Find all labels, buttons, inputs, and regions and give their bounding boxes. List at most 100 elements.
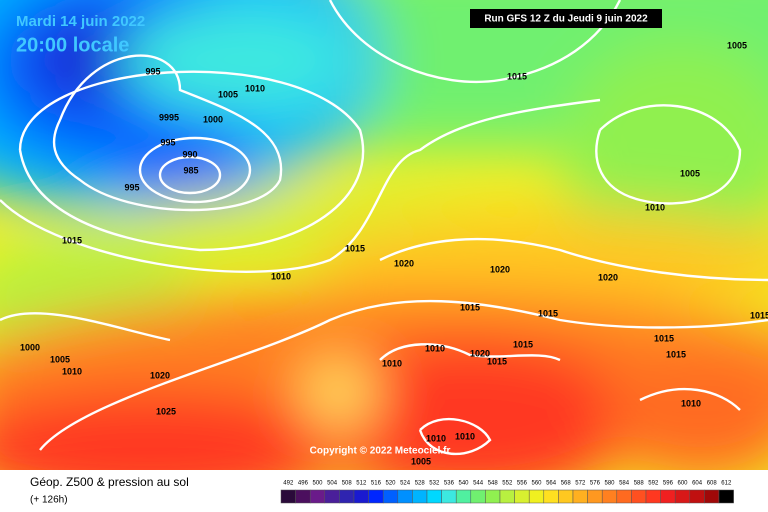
isobar-label: 1000	[20, 342, 40, 352]
isobar-label: 1005	[727, 40, 747, 50]
legend-swatch	[543, 489, 559, 504]
legend-swatch	[412, 489, 428, 504]
isobar-label: 1010	[426, 433, 446, 443]
legend-swatch	[353, 489, 369, 504]
legend-tick-label: 552	[502, 481, 513, 487]
isobar-label: 990	[182, 149, 197, 159]
legend-tick-label: 596	[663, 481, 674, 487]
isobar-label: 1015	[750, 310, 768, 320]
legend-swatch	[382, 489, 399, 504]
isobar-label: 995	[145, 66, 160, 76]
isobar-label: 1010	[645, 202, 665, 212]
isobar-label: 1015	[62, 235, 82, 245]
run: Run GFS 12 Z du Jeudi 9 juin 2022	[484, 14, 648, 25]
legend-tick-label: 588	[634, 481, 645, 487]
legend-tick-label: 564	[546, 481, 557, 487]
legend-scale: 492 496 500 504 508 512 516 520 524 528 532 536 540 5…	[280, 481, 734, 504]
legend-tick-label: 508	[342, 481, 353, 487]
legend-tick-label: 516	[371, 481, 382, 487]
isobar-label: 1010	[271, 271, 291, 281]
legend-swatch	[309, 489, 326, 504]
isobar-label: 1020	[394, 258, 414, 268]
legend-swatch	[616, 489, 632, 504]
legend-tick-label: 580	[604, 481, 615, 487]
legend-swatch	[441, 489, 457, 504]
legend-swatch	[587, 489, 603, 504]
isobar-label: 1010	[62, 366, 82, 376]
legend-tick-label: 556	[517, 481, 528, 487]
isobar-label: 1015	[345, 243, 365, 253]
legend-title: Géop. Z500 & pression au sol	[30, 475, 189, 489]
isobar-label: 1020	[150, 370, 170, 380]
legend-tick-label: 520	[385, 481, 396, 487]
isobar-label: 1020	[598, 272, 618, 282]
legend-swatch	[339, 489, 355, 504]
legend-tick-label: 592	[648, 481, 659, 487]
isobar-label: 1000	[203, 114, 223, 124]
legend-swatch	[558, 489, 574, 504]
legend-tick-label: 560	[531, 481, 542, 487]
legend-swatch	[601, 489, 618, 504]
legend-swatch	[660, 489, 676, 504]
legend-tick-label: 536	[444, 481, 455, 487]
legend-tick-label: 544	[473, 481, 484, 487]
legend-tick-label: 584	[619, 481, 630, 487]
legend-swatch	[368, 489, 384, 504]
legend-tick-label: 604	[692, 481, 703, 487]
legend-tick-label: 612	[721, 481, 732, 487]
legend-swatch	[674, 489, 691, 504]
isobar-label: 1020	[490, 264, 510, 274]
legend-swatch	[645, 489, 661, 504]
legend-swatch	[280, 489, 296, 504]
isobar-label: 9995	[159, 112, 179, 122]
isobar-label: 1015	[538, 308, 558, 318]
legend-tick-label: 504	[327, 481, 338, 487]
isobar-label: 995	[160, 137, 175, 147]
legend-tick-label: 500	[312, 481, 323, 487]
run-box	[470, 9, 662, 28]
isobar-label: 1025	[156, 406, 176, 416]
isobar-label: 1010	[382, 358, 402, 368]
legend-swatch	[631, 489, 647, 504]
legend-tick-label: 568	[561, 481, 572, 487]
legend-swatch	[572, 489, 588, 504]
isobar-label: 1020	[470, 348, 490, 358]
isobar-label: 1015	[487, 356, 507, 366]
isobar-label: 1010	[425, 343, 445, 353]
legend-tick-label: 548	[488, 481, 499, 487]
legend-subtitle: (+ 126h)	[30, 495, 68, 506]
isobar-label: 1005	[680, 168, 700, 178]
legend-swatch	[455, 489, 472, 504]
legend-swatch	[485, 489, 501, 504]
legend-tick-label: 512	[356, 481, 367, 487]
isobar-label: 1005	[218, 89, 238, 99]
isobars	[0, 0, 768, 455]
isobar-label: 1010	[245, 83, 265, 93]
legend-tick-label: 532	[429, 481, 440, 487]
legend-swatch	[295, 489, 311, 504]
legend-tick-label: 600	[677, 481, 688, 487]
legend-tick-label: 572	[575, 481, 586, 487]
isobar-labels: 995 1005 1010 9995 1000 995 990 985 995 1015 1010 1…	[20, 40, 768, 466]
time: 20:00 locale	[16, 34, 129, 56]
legend-swatch	[704, 489, 720, 504]
legend-swatch	[514, 489, 530, 504]
legend-tick-label: 528	[415, 481, 426, 487]
isobar-label: 1015	[460, 302, 480, 312]
isobar-label: 1015	[666, 349, 686, 359]
isobar-label: 995	[124, 182, 139, 192]
legend-swatch	[528, 489, 545, 504]
copyright: Copyright © 2022 Meteociel.fr	[310, 446, 451, 457]
legend-swatch	[499, 489, 515, 504]
legend-tick-label: 496	[298, 481, 309, 487]
isobar-label: 1015	[507, 71, 527, 81]
isobar-label: 1005	[411, 456, 431, 466]
legend-swatch	[397, 489, 413, 504]
legend-tick-label: 608	[707, 481, 718, 487]
legend-tick-label: 524	[400, 481, 411, 487]
isobar-label: 1005	[50, 354, 70, 364]
legend-swatch	[426, 489, 442, 504]
